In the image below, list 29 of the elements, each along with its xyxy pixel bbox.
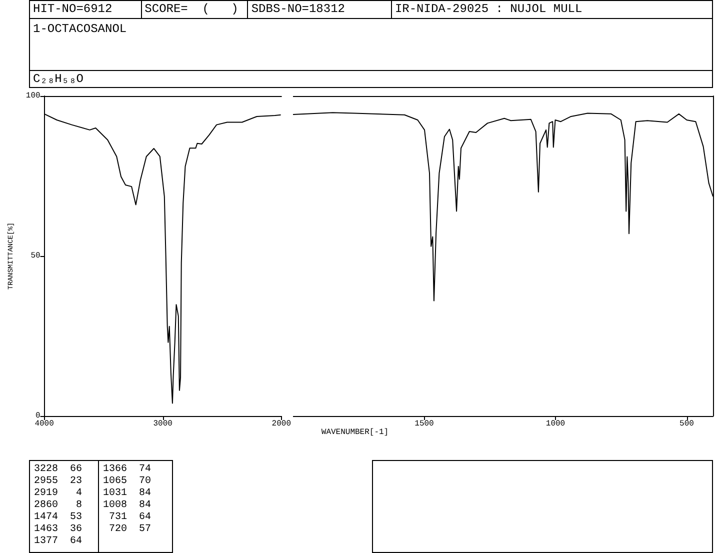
text: 1366 74 [103,464,152,476]
x-axis-title: WAVENUMBER[-1] [320,428,390,437]
text: 1065 70 [103,476,152,488]
text: 1474 53 [34,512,84,524]
text: IR-NIDA-29025 : NUJOL MULL [394,1,584,18]
x-tick-label: 3000 [153,420,173,428]
text: SDBS-NO=18312 [248,1,392,18]
text: 2919 4 [34,488,84,500]
y-tick-label: 100 [26,92,40,100]
text: 2860 8 [34,500,84,512]
y-tick-label: 50 [30,252,40,260]
text: 720 57 [108,524,152,536]
x-tick-label: 1000 [546,420,566,428]
x-tick-label: 2000 [272,420,292,428]
text: 1377 64 [34,536,84,548]
x-tick-label: 1500 [414,420,434,428]
text: SCORE= ( ) [142,1,248,18]
text: 3228 66 [34,464,84,476]
text: 1008 84 [103,500,152,512]
y-tick-label: 0 [35,412,40,420]
text: 1463 36 [34,524,84,536]
text: 2955 23 [34,476,84,488]
text: 731 64 [108,512,152,524]
x-tick-label: 4000 [34,420,54,428]
chart-subtitle: C₂₈H₅₈O [32,71,84,87]
text: 1031 84 [103,488,152,500]
text: HIT-NO=6912 [30,1,142,18]
chart-title: 1-OCTACOSANOL [32,22,127,36]
x-tick-label: 500 [680,420,694,428]
